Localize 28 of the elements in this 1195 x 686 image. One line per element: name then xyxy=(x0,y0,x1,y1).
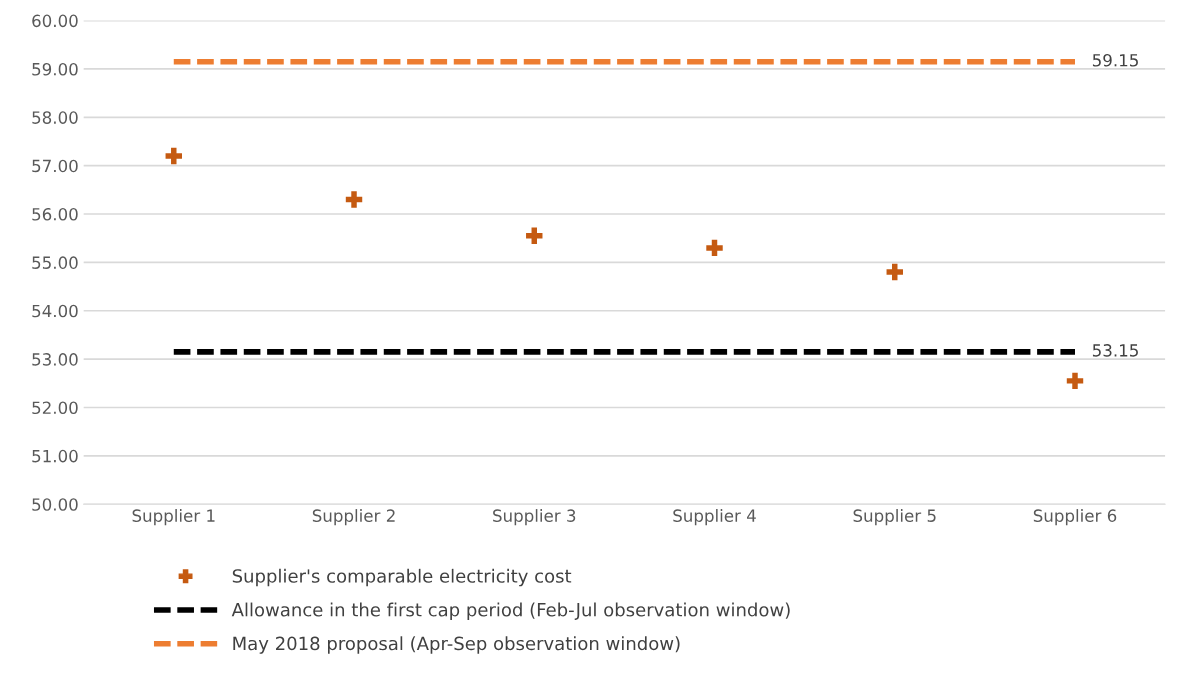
point xyxy=(886,263,903,281)
y-tick-label: 52.00 xyxy=(32,401,78,415)
y-tick-label: 60.00 xyxy=(32,14,78,28)
legend-label: Supplier's comparable electricity cost xyxy=(232,568,572,587)
point xyxy=(526,227,543,245)
y-tick-label: 54.00 xyxy=(32,304,78,318)
y-tick-label: 55.00 xyxy=(32,256,78,269)
y-tick-label: 59.00 xyxy=(32,62,78,76)
x-tick-label: Supplier 2 xyxy=(312,509,395,526)
y-tick-label: 56.00 xyxy=(32,207,78,221)
x-tick-label: Supplier 1 xyxy=(132,509,215,526)
x-tick-label: Supplier 5 xyxy=(853,509,936,526)
legend-label: Allowance in the first cap period (Feb-Jul observation window) xyxy=(231,602,790,621)
point xyxy=(345,191,363,208)
y-tick-label: 53.00 xyxy=(32,353,78,366)
x-tick-label: Supplier 4 xyxy=(673,509,756,526)
y-tick-label: 58.00 xyxy=(32,111,78,124)
point xyxy=(1066,372,1084,390)
y-tick-label: 50.00 xyxy=(32,498,78,511)
point xyxy=(706,239,723,257)
point xyxy=(165,147,182,165)
data-label: 53.15 xyxy=(1092,344,1138,357)
x-tick-label: Supplier 6 xyxy=(1033,509,1117,526)
y-tick-label: 57.00 xyxy=(32,159,78,173)
data-label: 59.15 xyxy=(1092,53,1138,67)
y-tick-label: 51.00 xyxy=(32,449,78,463)
x-tick-label: Supplier 3 xyxy=(493,509,576,526)
legend-label: May 2018 proposal (Apr-Sep observation window) xyxy=(233,636,680,654)
